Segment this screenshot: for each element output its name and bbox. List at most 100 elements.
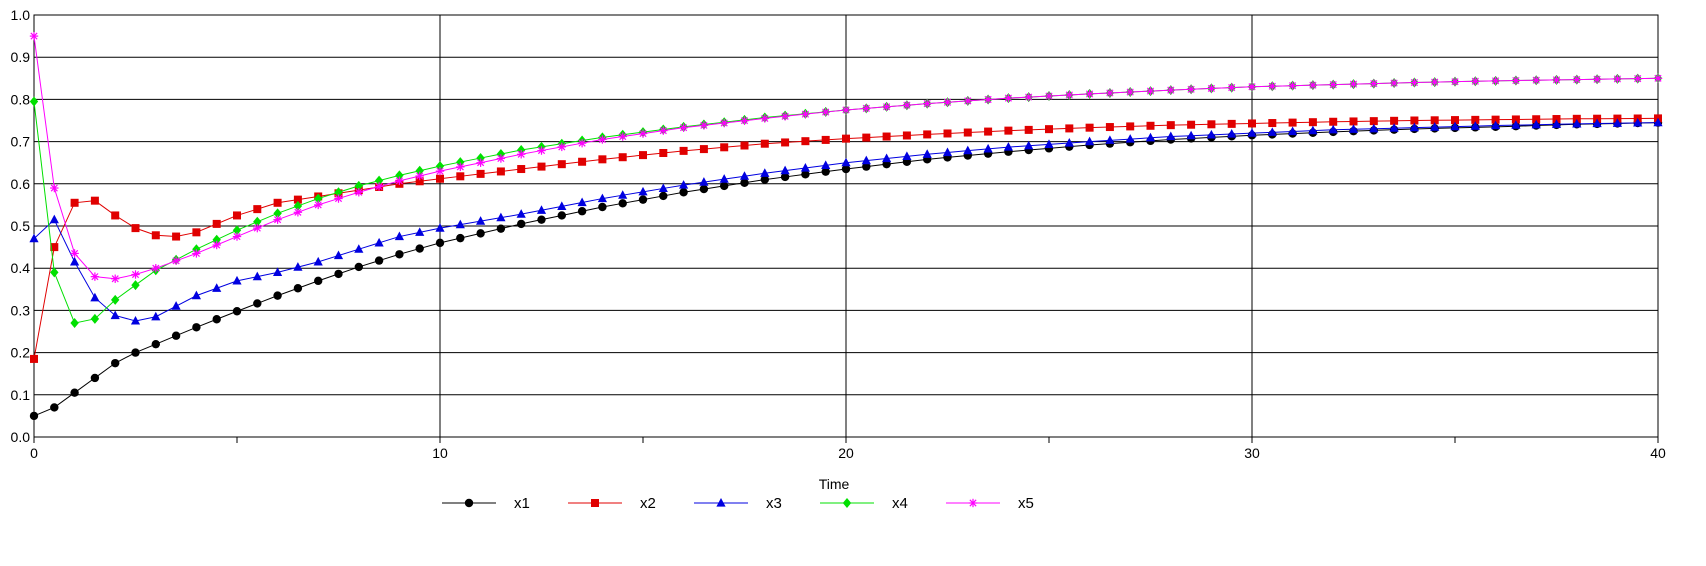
legend-label: x2 (640, 495, 656, 512)
data-point-marker (801, 170, 810, 179)
data-point-marker (1450, 77, 1460, 86)
data-point-marker (861, 155, 871, 165)
data-point-marker (354, 262, 363, 272)
data-point-marker (1349, 117, 1358, 126)
data-point-marker (172, 232, 181, 241)
data-point-marker (517, 145, 526, 156)
data-point-marker (591, 499, 599, 507)
data-point-marker (658, 183, 668, 193)
x-tick-label: 0 (30, 445, 38, 461)
data-point-marker (597, 193, 607, 203)
data-point-marker (273, 267, 283, 277)
data-point-marker (1227, 119, 1236, 128)
data-point-marker (1064, 137, 1074, 147)
data-point-marker (517, 150, 526, 159)
data-point-marker (90, 313, 100, 324)
data-point-marker (963, 96, 972, 106)
data-point-marker (902, 151, 912, 160)
data-point-marker (29, 411, 39, 421)
data-point-marker (577, 207, 587, 216)
data-point-marker (577, 197, 587, 207)
data-point-marker (679, 146, 688, 155)
data-point-marker (943, 129, 952, 138)
data-point-marker (639, 151, 647, 160)
data-point-marker (1511, 115, 1520, 124)
legend-item-x1: x1 (442, 495, 530, 512)
data-point-marker (1430, 122, 1440, 131)
y-tick-label: 0.9 (11, 49, 31, 65)
y-tick-label: 0.8 (11, 91, 31, 107)
y-tick-label: 0.2 (11, 345, 31, 361)
data-point-marker (1024, 125, 1033, 134)
data-point-marker (415, 227, 425, 236)
data-point-marker (131, 348, 140, 357)
data-point-marker (232, 307, 242, 316)
data-point-marker (374, 182, 384, 191)
data-point-marker (1105, 123, 1114, 132)
data-point-marker (943, 98, 952, 107)
data-point-marker (1551, 119, 1562, 128)
data-point-marker (760, 114, 769, 123)
data-point-marker (1105, 88, 1115, 98)
data-point-marker (1045, 125, 1053, 134)
data-point-marker (598, 135, 607, 144)
data-point-marker (496, 212, 506, 222)
data-point-marker (171, 301, 181, 310)
data-point-marker (760, 168, 770, 177)
data-point-marker (293, 200, 303, 211)
data-point-marker (1044, 91, 1054, 101)
data-point-marker (1552, 115, 1561, 124)
data-point-marker (882, 132, 891, 141)
data-point-marker (922, 149, 932, 158)
data-point-marker (395, 170, 404, 181)
data-point-marker (1430, 77, 1439, 87)
data-point-marker (111, 294, 120, 305)
data-point-marker (902, 131, 911, 140)
data-point-marker (842, 134, 850, 143)
data-point-marker (780, 165, 790, 175)
data-point-marker (760, 175, 769, 184)
data-point-marker (273, 208, 282, 219)
data-point-marker (314, 193, 323, 204)
data-point-marker (1166, 121, 1175, 130)
data-point-marker (464, 498, 474, 508)
data-point-marker (1288, 126, 1298, 136)
series-lines (29, 31, 1663, 421)
data-point-marker (517, 219, 526, 229)
data-point-marker (699, 184, 709, 194)
data-point-marker (598, 155, 607, 164)
data-point-marker (821, 167, 830, 176)
data-point-marker (1248, 119, 1256, 128)
data-point-marker (436, 174, 444, 183)
data-point-marker (1471, 115, 1480, 124)
data-point-marker (90, 272, 100, 281)
data-point-marker (1389, 78, 1399, 88)
data-point-marker (334, 269, 343, 279)
data-point-marker (313, 256, 323, 266)
data-point-marker (1572, 118, 1582, 128)
data-point-marker (354, 188, 363, 197)
data-point-marker (354, 180, 363, 191)
data-point-marker (1247, 82, 1257, 91)
data-point-marker (131, 280, 140, 291)
data-point-marker (192, 228, 201, 237)
data-point-marker (821, 107, 830, 117)
legend-item-x5: x5 (946, 495, 1034, 512)
data-point-marker (293, 208, 303, 217)
data-point-marker (70, 388, 79, 397)
data-point-marker (131, 270, 140, 279)
data-point-marker (699, 121, 709, 130)
data-point-marker (90, 196, 99, 205)
data-point-marker (923, 99, 932, 108)
data-point-marker (456, 172, 465, 181)
data-point-marker (1267, 127, 1277, 136)
data-point-marker (90, 292, 100, 302)
data-point-marker (537, 162, 546, 171)
data-point-marker (1348, 124, 1359, 133)
data-point-marker (192, 249, 201, 258)
data-point-marker (50, 183, 59, 193)
data-point-marker (50, 403, 59, 412)
x-tick-label: 10 (432, 445, 448, 461)
data-point-marker (638, 129, 648, 138)
